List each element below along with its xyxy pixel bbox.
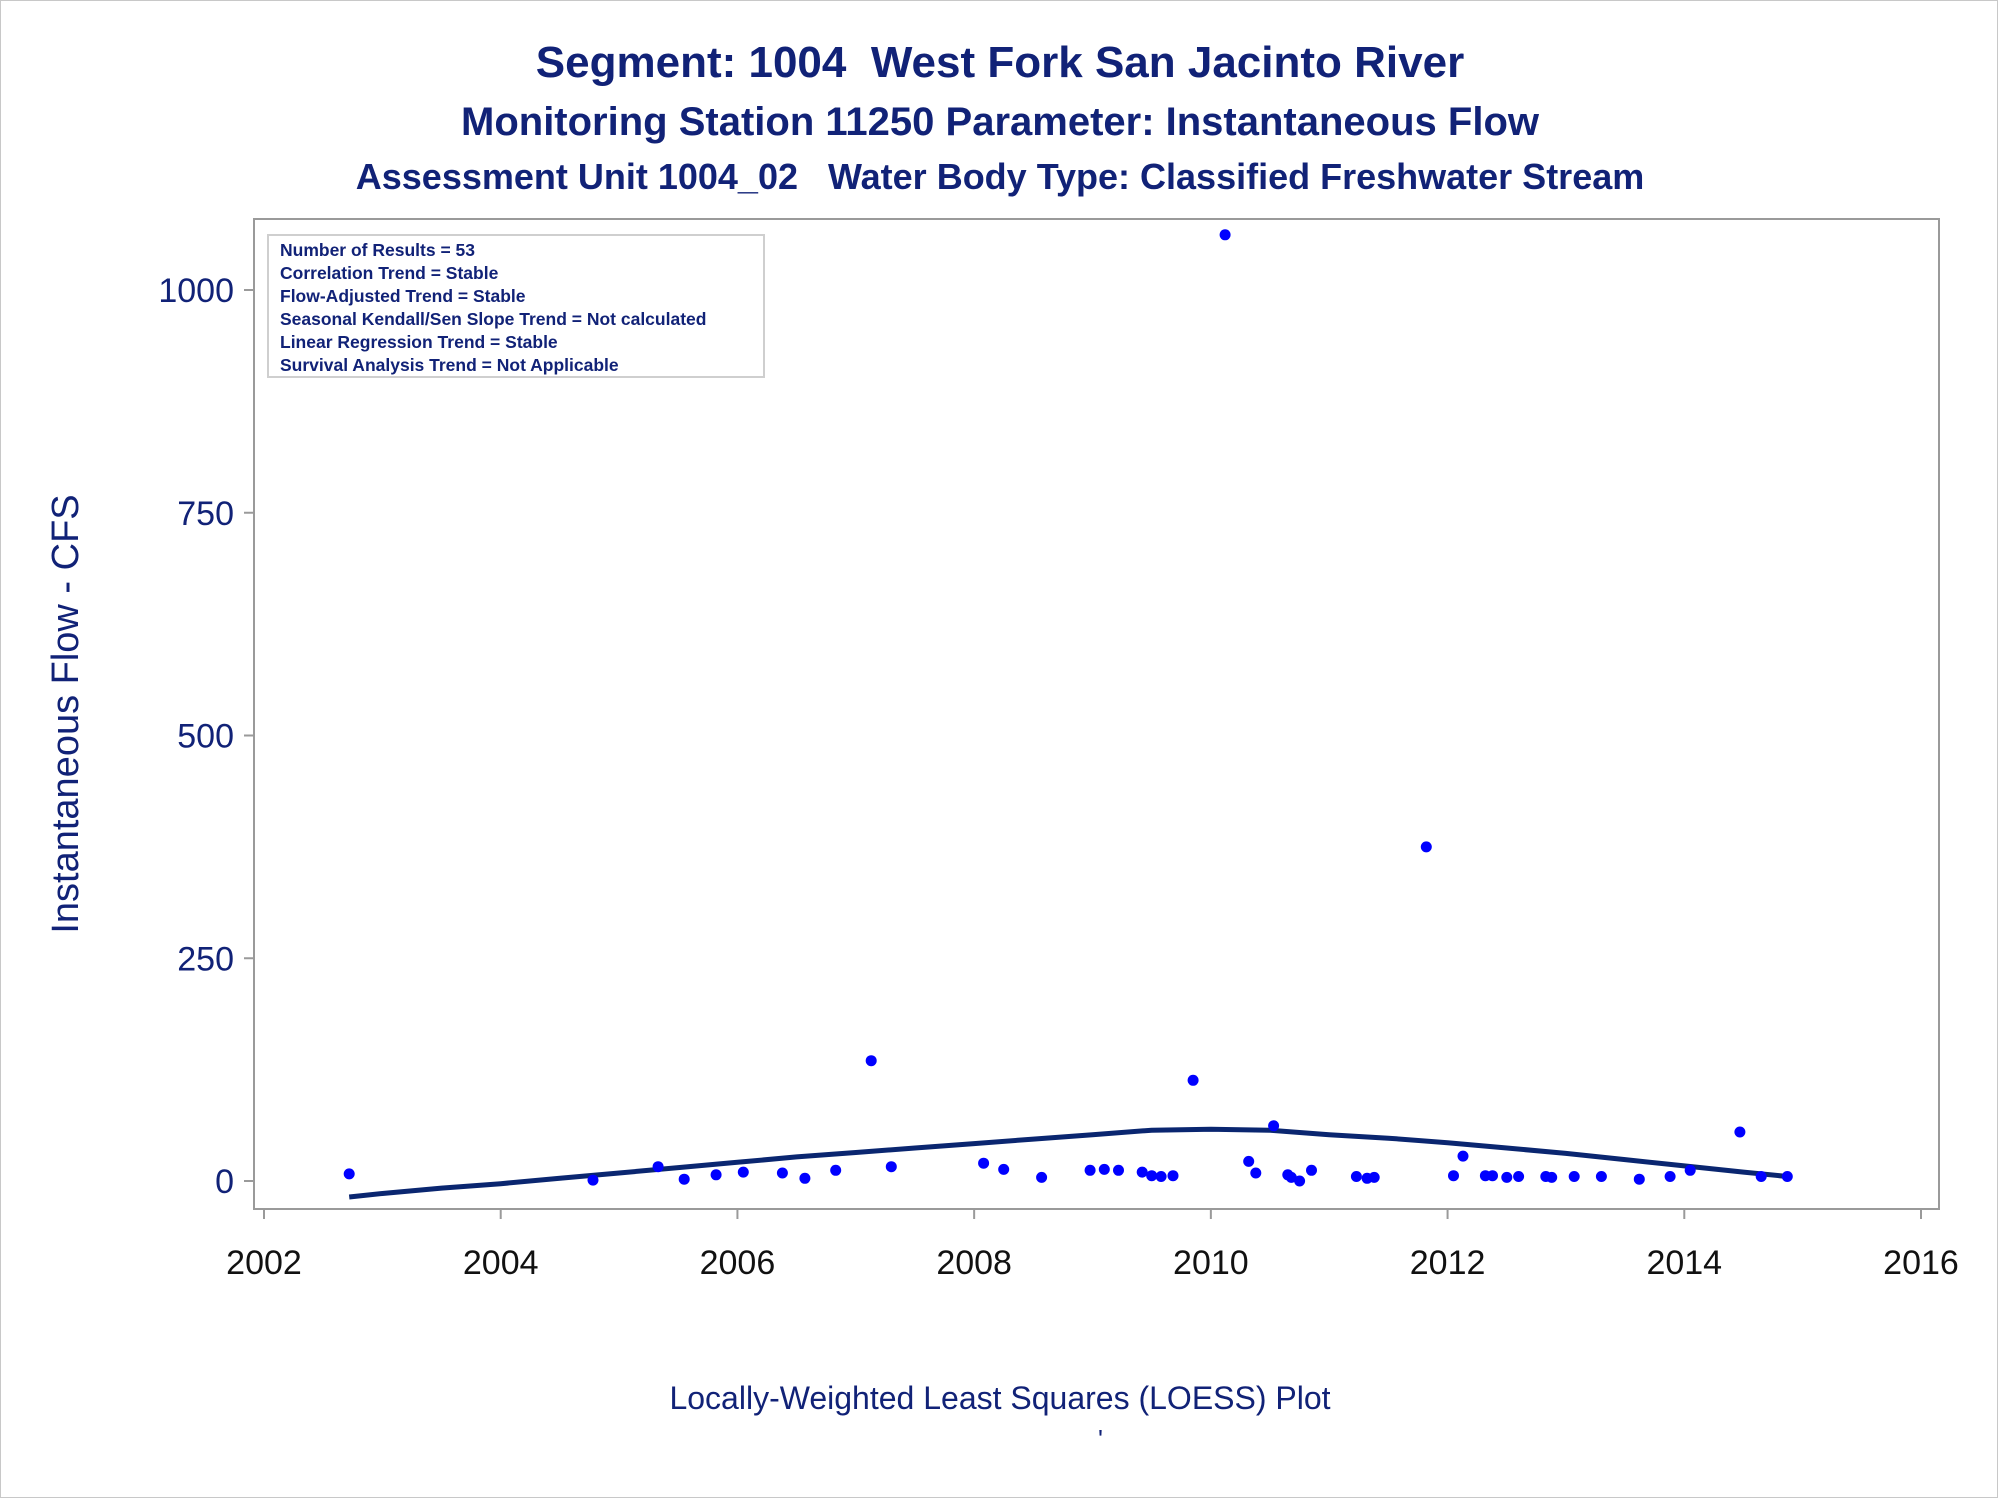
data-point <box>343 1168 355 1180</box>
data-point <box>978 1157 990 1169</box>
footnote-mark: ' <box>1098 1424 1103 1454</box>
chart-subtitle-assessment: Assessment Unit 1004_02 Water Body Type:… <box>355 156 1645 197</box>
data-point <box>587 1174 599 1186</box>
trend-summary-inset: Number of Results = 53 Correlation Trend … <box>267 234 765 378</box>
data-point <box>1755 1171 1767 1182</box>
data-point <box>710 1169 722 1181</box>
data-point <box>1113 1164 1124 1176</box>
x-tick-label: 2008 <box>936 1244 1012 1282</box>
inset-line: Number of Results = 53 <box>280 240 475 260</box>
y-axis-label: Instantaneous Flow - CFS <box>45 494 87 933</box>
data-point <box>1285 1171 1297 1183</box>
data-point <box>1664 1171 1676 1182</box>
x-tick-label: 2016 <box>1883 1244 1959 1282</box>
data-point <box>885 1161 897 1173</box>
data-point <box>1448 1170 1459 1182</box>
data-point <box>1457 1150 1469 1162</box>
x-tick-label: 2010 <box>1173 1244 1249 1282</box>
data-point <box>1243 1155 1255 1167</box>
data-point <box>1633 1173 1645 1185</box>
data-point <box>737 1166 749 1178</box>
inset-line: Survival Analysis Trend = Not Applicable <box>280 355 619 375</box>
plot-area <box>253 218 1940 1210</box>
data-point <box>830 1164 842 1176</box>
data-point <box>1420 841 1432 853</box>
data-point <box>799 1172 811 1184</box>
inset-line: Flow-Adjusted Trend = Stable <box>280 286 526 306</box>
data-point <box>1084 1164 1096 1176</box>
x-tick-label: 2012 <box>1410 1244 1486 1282</box>
y-tick-label: 1000 <box>158 272 234 310</box>
y-axis: 0 250 500 750 1000 <box>158 272 254 1201</box>
loess-trend-line <box>348 1126 1788 1200</box>
data-point <box>1136 1166 1148 1178</box>
data-point <box>1368 1171 1380 1183</box>
inset-line: Linear Regression Trend = Stable <box>280 332 558 352</box>
data-point <box>1294 1175 1306 1187</box>
loess-curve-layer <box>348 1126 1788 1200</box>
data-point <box>1187 1074 1199 1086</box>
data-point <box>1568 1171 1580 1182</box>
data-point <box>1684 1164 1696 1176</box>
inset-line: Seasonal Kendall/Sen Slope Trend = Not c… <box>280 309 706 329</box>
data-point <box>1306 1164 1317 1176</box>
data-point <box>1734 1126 1746 1138</box>
data-point <box>1219 229 1231 241</box>
data-points-layer <box>343 229 1793 1187</box>
plot-method-footnote: Locally-Weighted Least Squares (LOESS) P… <box>669 1380 1331 1416</box>
data-point <box>1595 1171 1607 1182</box>
x-tick-label: 2002 <box>226 1244 302 1282</box>
inset-line: Correlation Trend = Stable <box>280 263 499 283</box>
chart-subtitle-station: Monitoring Station 11250 Parameter: Inst… <box>461 100 1539 144</box>
data-point <box>1501 1171 1513 1183</box>
y-tick-label: 0 <box>215 1163 234 1201</box>
data-point <box>1487 1170 1498 1182</box>
x-tick-label: 2004 <box>463 1244 539 1282</box>
y-tick-label: 500 <box>177 718 234 756</box>
x-tick-label: 2014 <box>1646 1244 1722 1282</box>
data-point <box>865 1055 877 1067</box>
data-point <box>1546 1171 1558 1183</box>
x-tick-label: 2006 <box>700 1244 776 1282</box>
data-point <box>1098 1163 1110 1175</box>
x-axis: 2002 2004 2006 2008 2010 2012 2014 2016 <box>226 1209 1959 1282</box>
data-point <box>678 1173 690 1185</box>
data-point <box>1781 1171 1793 1182</box>
y-tick-label: 250 <box>177 940 234 978</box>
data-point <box>1036 1171 1048 1183</box>
data-point <box>1146 1170 1158 1182</box>
chart-title: Segment: 1004 West Fork San Jacinto Rive… <box>535 38 1465 87</box>
data-point <box>1250 1167 1262 1179</box>
data-point <box>1167 1170 1179 1182</box>
data-point <box>1268 1120 1280 1132</box>
data-point <box>998 1163 1010 1175</box>
data-point <box>1155 1171 1167 1182</box>
inset-box <box>267 234 765 378</box>
data-point <box>1513 1171 1525 1182</box>
data-point <box>652 1161 664 1173</box>
y-tick-label: 750 <box>177 495 234 533</box>
data-point <box>1350 1171 1362 1182</box>
data-point <box>776 1167 788 1179</box>
